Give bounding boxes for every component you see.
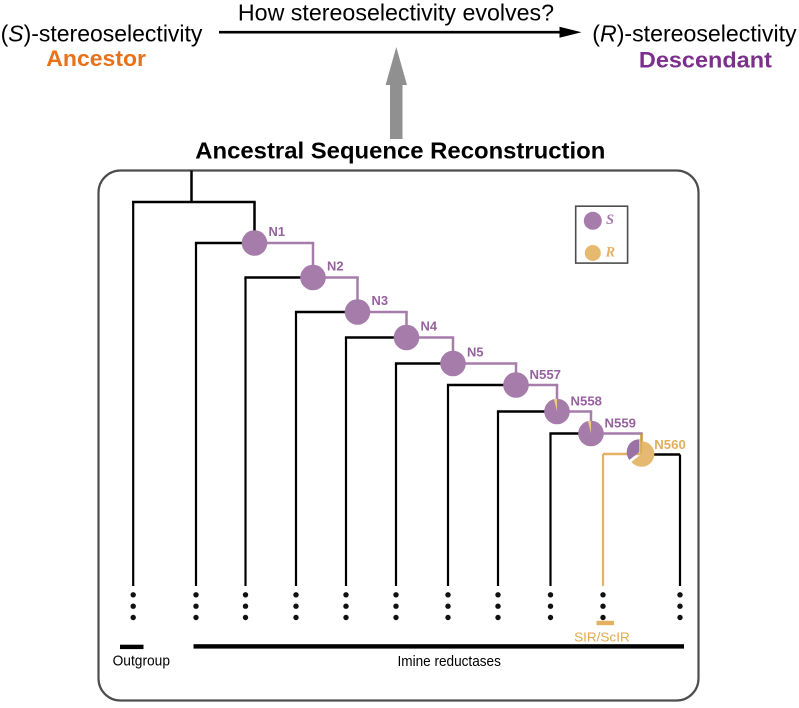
- svg-text:(R)-stereoselectivity: (R)-stereoselectivity: [592, 20, 797, 46]
- svg-text:N3: N3: [372, 294, 389, 308]
- svg-text:Outgroup: Outgroup: [113, 653, 170, 670]
- svg-text:How stereoselectivity evolves?: How stereoselectivity evolves?: [238, 0, 554, 26]
- svg-text:Imine reductases: Imine reductases: [398, 653, 501, 670]
- svg-text:N560: N560: [654, 438, 686, 452]
- svg-text:N2: N2: [327, 260, 344, 274]
- svg-text:N559: N559: [605, 417, 637, 431]
- svg-text:Descendant: Descendant: [639, 47, 773, 72]
- svg-text:SIR/ScIR: SIR/ScIR: [574, 631, 630, 645]
- svg-text:N5: N5: [467, 346, 484, 360]
- svg-text:N4: N4: [421, 320, 438, 334]
- svg-text:Ancestor: Ancestor: [46, 46, 146, 71]
- svg-text:(S)-stereoselectivity: (S)-stereoselectivity: [1, 20, 203, 46]
- svg-text:N1: N1: [269, 225, 286, 239]
- svg-text:S: S: [606, 212, 614, 228]
- svg-text:N558: N558: [571, 395, 603, 409]
- svg-text:Ancestral Sequence Reconstruct: Ancestral Sequence Reconstruction: [195, 138, 605, 164]
- svg-text:N557: N557: [530, 368, 562, 382]
- svg-text:R: R: [605, 245, 616, 261]
